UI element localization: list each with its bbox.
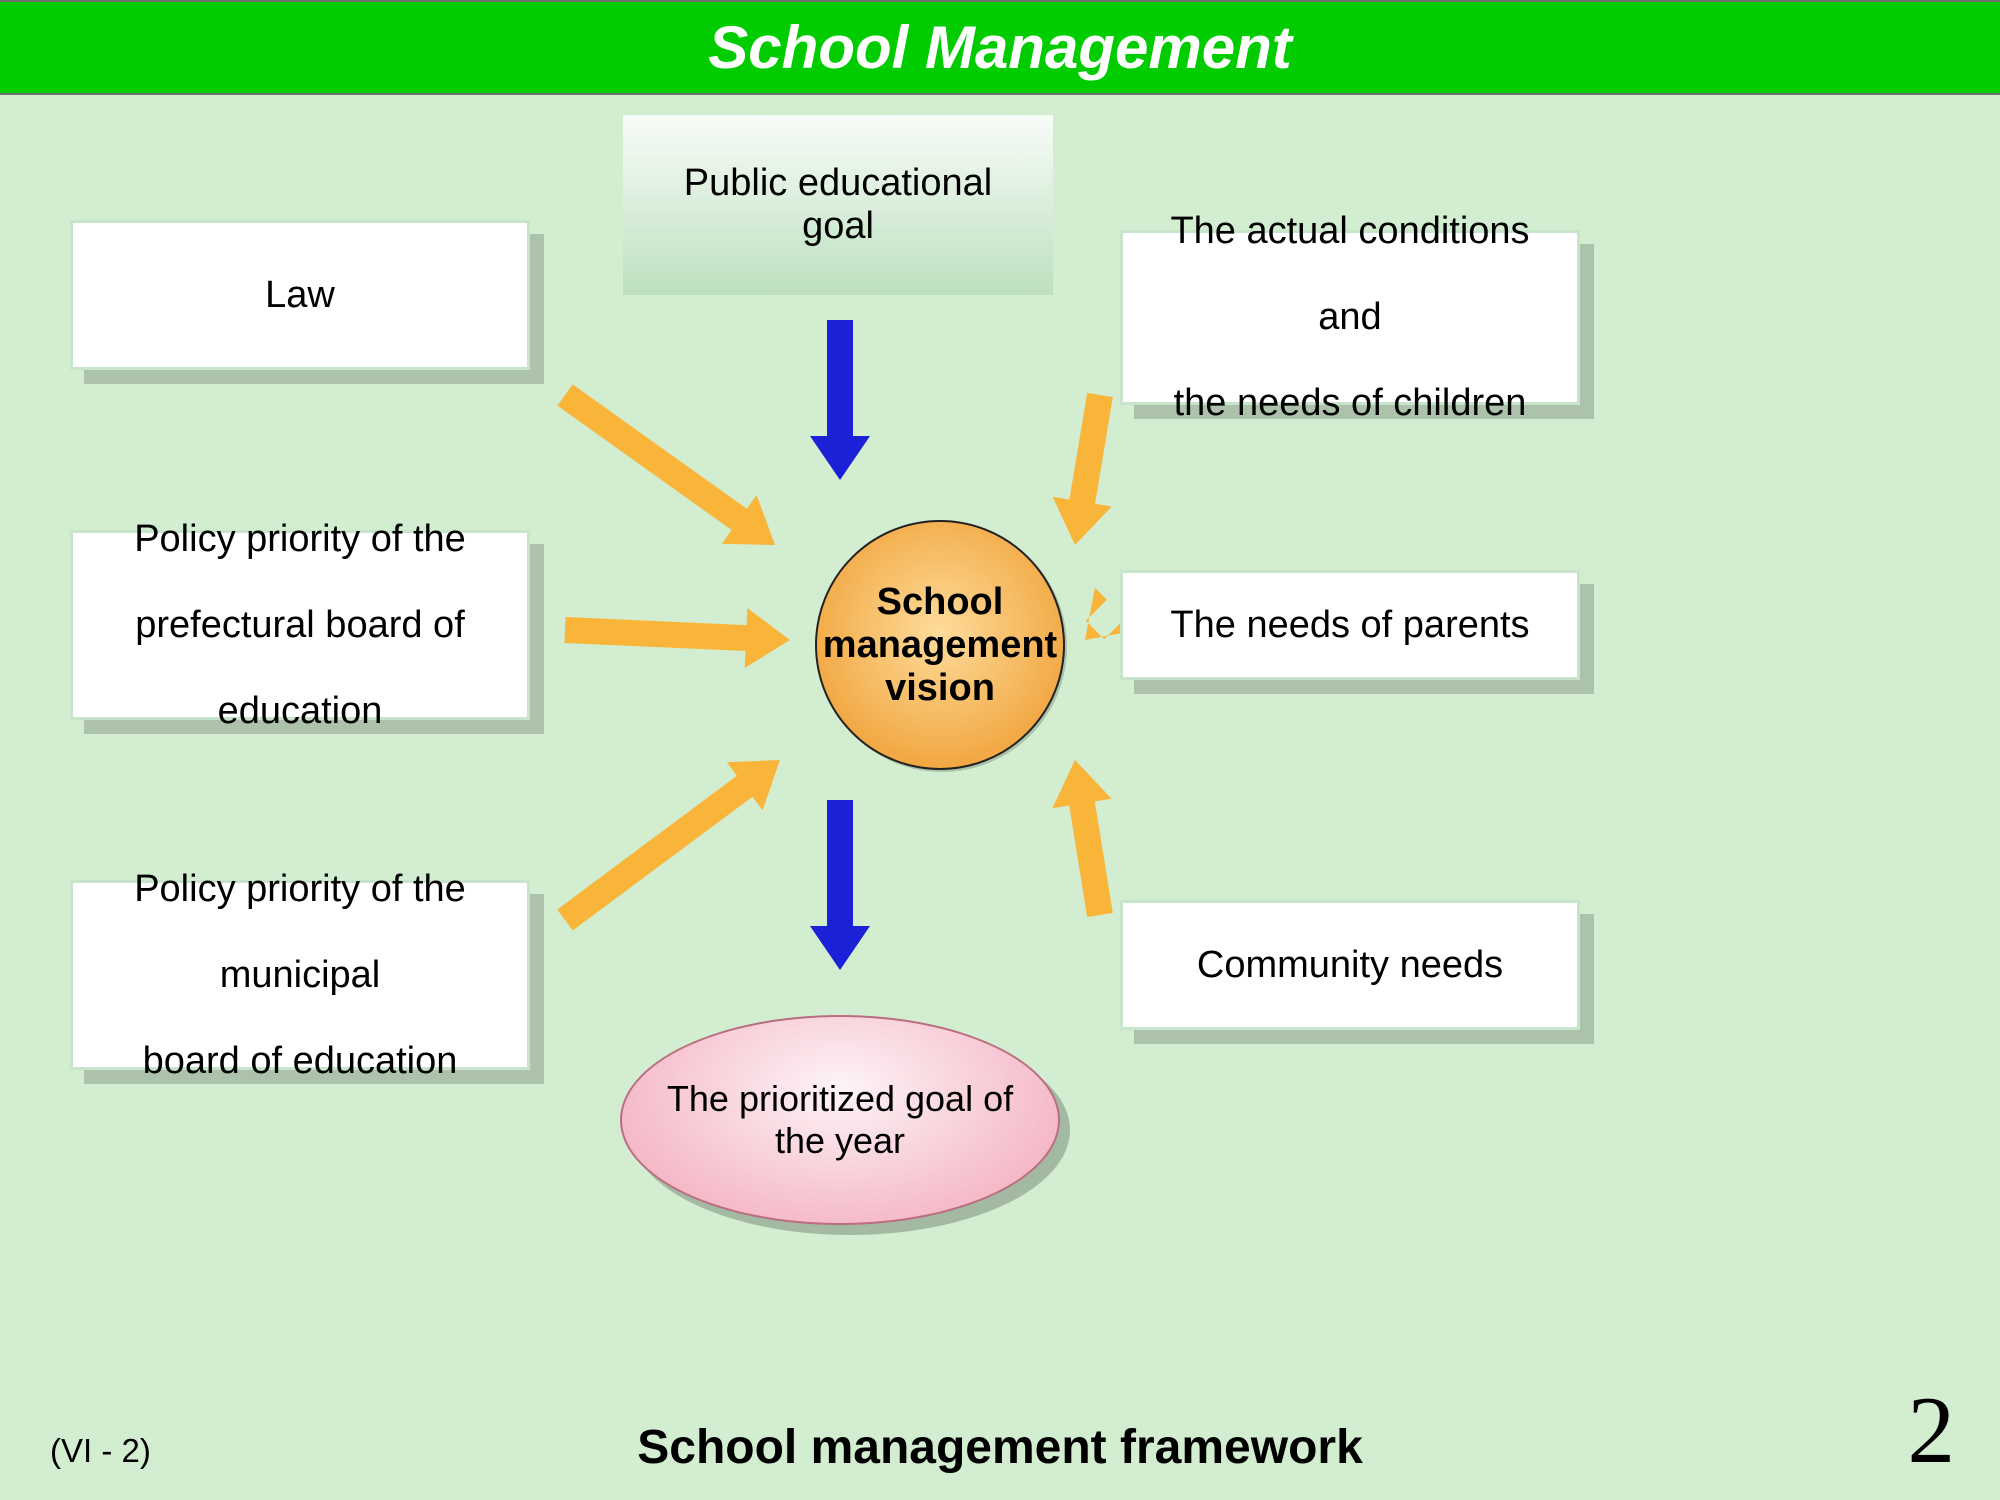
header-bar: School Management: [0, 0, 2000, 95]
left-box-1-line1: Policy priority of the: [134, 518, 466, 561]
footer-center: School management framework: [637, 1420, 1363, 1475]
right-box-0-line2: and: [1170, 296, 1529, 339]
left-box-0: Law: [70, 220, 530, 370]
left-box-1-line3: education: [134, 690, 466, 733]
right-box-1: The needs of parents: [1120, 570, 1580, 680]
center-line2: management: [823, 624, 1057, 667]
left-box-1-line2: prefectural board of: [134, 604, 466, 647]
footer-right: 2: [1908, 1375, 1956, 1485]
center-circle: School management vision: [815, 520, 1065, 770]
right-box-0: The actual conditionsandthe needs of chi…: [1120, 230, 1580, 405]
topbox-line1: Public educational: [684, 162, 992, 204]
right-box-0-line1: The actual conditions: [1170, 210, 1529, 253]
left-box-2-line1: Policy priority of the: [134, 868, 466, 911]
left-box-2-line2: municipal: [134, 954, 466, 997]
left-box-2-line3: board of education: [134, 1040, 466, 1083]
center-line1: School: [877, 581, 1004, 624]
left-box-0-line1: Law: [265, 274, 335, 317]
right-box-1-line1: The needs of parents: [1170, 604, 1529, 647]
center-line3: vision: [885, 667, 995, 710]
right-box-0-line3: the needs of children: [1170, 382, 1529, 425]
ellipse-line2: the year: [775, 1120, 905, 1161]
left-box-2: Policy priority of themunicipalboard of …: [70, 880, 530, 1070]
header-title: School Management: [708, 13, 1291, 82]
right-box-2-line1: Community needs: [1197, 944, 1503, 987]
topbox-line2: goal: [802, 205, 874, 247]
box-public-educational-goal: Public educational goal: [623, 115, 1053, 295]
ellipse-line1: The prioritized goal of: [667, 1078, 1013, 1119]
footer-left: (VI - 2): [50, 1432, 151, 1470]
left-box-1: Policy priority of theprefectural board …: [70, 530, 530, 720]
right-box-2: Community needs: [1120, 900, 1580, 1030]
bottom-ellipse: The prioritized goal of the year: [620, 1015, 1060, 1225]
